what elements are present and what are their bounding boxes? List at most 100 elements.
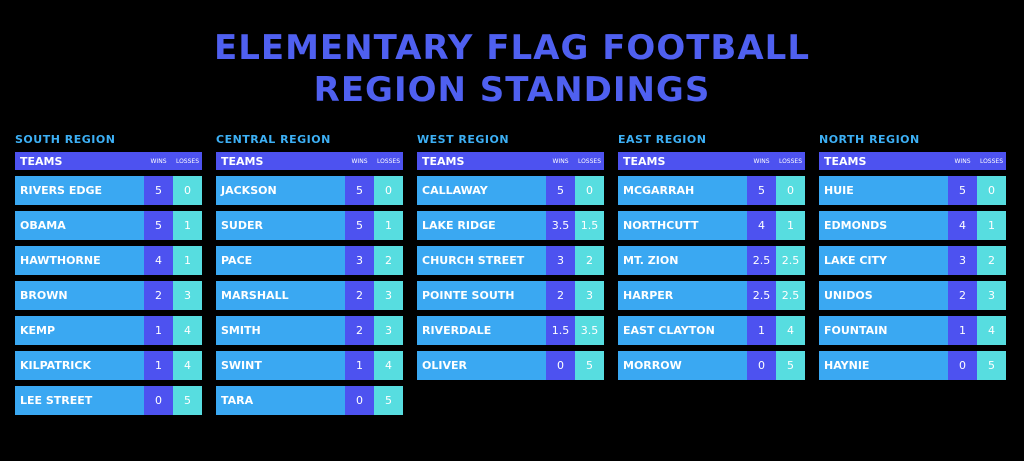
region-title: EAST REGION: [618, 133, 707, 146]
region-table: WEST REGION TEAMS WINS LOSSES CALLAWAY 5 0 LAKE…: [417, 132, 604, 380]
team-name: HAWTHORNE: [15, 246, 144, 275]
team-losses: 3: [575, 281, 604, 310]
team-row: UNIDOS 2 3: [819, 281, 1006, 310]
team-name: BROWN: [15, 281, 144, 310]
team-row: OBAMA 5 1: [15, 211, 202, 240]
team-name: RIVERDALE: [417, 316, 546, 345]
team-row: SMITH 2 3: [216, 316, 403, 345]
team-row: SUDER 5 1: [216, 211, 403, 240]
team-row: FOUNTAIN 1 4: [819, 316, 1006, 345]
team-name: MARSHALL: [216, 281, 345, 310]
team-wins: 1: [747, 316, 776, 345]
team-losses: 5: [977, 351, 1006, 380]
team-losses: 1: [374, 211, 403, 240]
page-title-line-2: REGION STANDINGS: [313, 70, 711, 110]
team-losses: 3.5: [575, 316, 604, 345]
region-table: EAST REGION TEAMS WINS LOSSES MCGARRAH 5 0 NORT…: [618, 132, 805, 380]
wins-column-header: WINS: [954, 157, 971, 165]
team-row: OLIVER 0 5: [417, 351, 604, 380]
team-losses: 5: [173, 386, 202, 415]
team-losses: 0: [374, 176, 403, 205]
team-losses: 0: [977, 176, 1006, 205]
team-row: MARSHALL 2 3: [216, 281, 403, 310]
team-row: LAKE CITY 3 2: [819, 246, 1006, 275]
team-wins: 3: [345, 246, 374, 275]
team-row: CHURCH STREET 3 2: [417, 246, 604, 275]
team-row: BROWN 2 3: [15, 281, 202, 310]
team-wins: 5: [345, 211, 374, 240]
team-losses: 2: [575, 246, 604, 275]
team-losses: 2: [374, 246, 403, 275]
team-losses: 4: [374, 351, 403, 380]
team-wins: 0: [948, 351, 977, 380]
team-row: LAKE RIDGE 3.5 1.5: [417, 211, 604, 240]
region-title: WEST REGION: [417, 133, 510, 146]
wins-column-header: WINS: [552, 157, 569, 165]
teams-column-header: TEAMS: [623, 154, 666, 168]
team-name: POINTE SOUTH: [417, 281, 546, 310]
team-losses: 4: [173, 351, 202, 380]
team-row: HARPER 2.5 2.5: [618, 281, 805, 310]
team-wins: 1: [144, 351, 173, 380]
team-wins: 5: [948, 176, 977, 205]
team-name: PACE: [216, 246, 345, 275]
team-losses: 2.5: [776, 246, 805, 275]
team-losses: 1.5: [575, 211, 604, 240]
team-wins: 5: [345, 176, 374, 205]
team-losses: 5: [776, 351, 805, 380]
teams-column-header: TEAMS: [20, 154, 63, 168]
team-losses: 2.5: [776, 281, 805, 310]
table-header: TEAMS WINS LOSSES: [618, 152, 805, 170]
team-name: NORTHCUTT: [618, 211, 747, 240]
team-name: FOUNTAIN: [819, 316, 948, 345]
region-title: SOUTH REGION: [15, 133, 116, 146]
team-wins: 2: [345, 281, 374, 310]
team-name: MORROW: [618, 351, 747, 380]
team-name: JACKSON: [216, 176, 345, 205]
team-wins: 1: [948, 316, 977, 345]
region-title: CENTRAL REGION: [216, 133, 331, 146]
team-row: JACKSON 5 0: [216, 176, 403, 205]
team-name: CALLAWAY: [417, 176, 546, 205]
team-row: MT. ZION 2.5 2.5: [618, 246, 805, 275]
team-losses: 3: [977, 281, 1006, 310]
team-name: EDMONDS: [819, 211, 948, 240]
team-wins: 1: [144, 316, 173, 345]
team-wins: 5: [747, 176, 776, 205]
team-row: EDMONDS 4 1: [819, 211, 1006, 240]
team-wins: 2: [546, 281, 575, 310]
team-losses: 3: [374, 281, 403, 310]
team-row: LEE STREET 0 5: [15, 386, 202, 415]
team-losses: 0: [173, 176, 202, 205]
team-row: NORTHCUTT 4 1: [618, 211, 805, 240]
team-name: OBAMA: [15, 211, 144, 240]
team-wins: 5: [144, 176, 173, 205]
table-header: TEAMS WINS LOSSES: [819, 152, 1006, 170]
region-table: SOUTH REGION TEAMS WINS LOSSES RIVERS EDGE 5 0…: [15, 132, 202, 415]
team-wins: 2.5: [747, 246, 776, 275]
team-name: CHURCH STREET: [417, 246, 546, 275]
team-wins: 0: [546, 351, 575, 380]
team-name: SUDER: [216, 211, 345, 240]
team-losses: 1: [173, 246, 202, 275]
team-name: OLIVER: [417, 351, 546, 380]
team-wins: 2: [948, 281, 977, 310]
team-name: HUIE: [819, 176, 948, 205]
team-losses: 0: [575, 176, 604, 205]
losses-column-header: LOSSES: [979, 157, 1004, 165]
team-losses: 5: [374, 386, 403, 415]
team-wins: 2: [144, 281, 173, 310]
team-name: LAKE CITY: [819, 246, 948, 275]
team-row: HUIE 5 0: [819, 176, 1006, 205]
teams-column-header: TEAMS: [422, 154, 465, 168]
team-losses: 2: [977, 246, 1006, 275]
team-name: SMITH: [216, 316, 345, 345]
team-wins: 4: [948, 211, 977, 240]
wins-column-header: WINS: [150, 157, 167, 165]
region-table: NORTH REGION TEAMS WINS LOSSES HUIE 5 0 EDMONDS…: [819, 132, 1006, 380]
team-row: SWINT 1 4: [216, 351, 403, 380]
team-wins: 4: [747, 211, 776, 240]
team-losses: 0: [776, 176, 805, 205]
wins-column-header: WINS: [753, 157, 770, 165]
team-losses: 5: [575, 351, 604, 380]
